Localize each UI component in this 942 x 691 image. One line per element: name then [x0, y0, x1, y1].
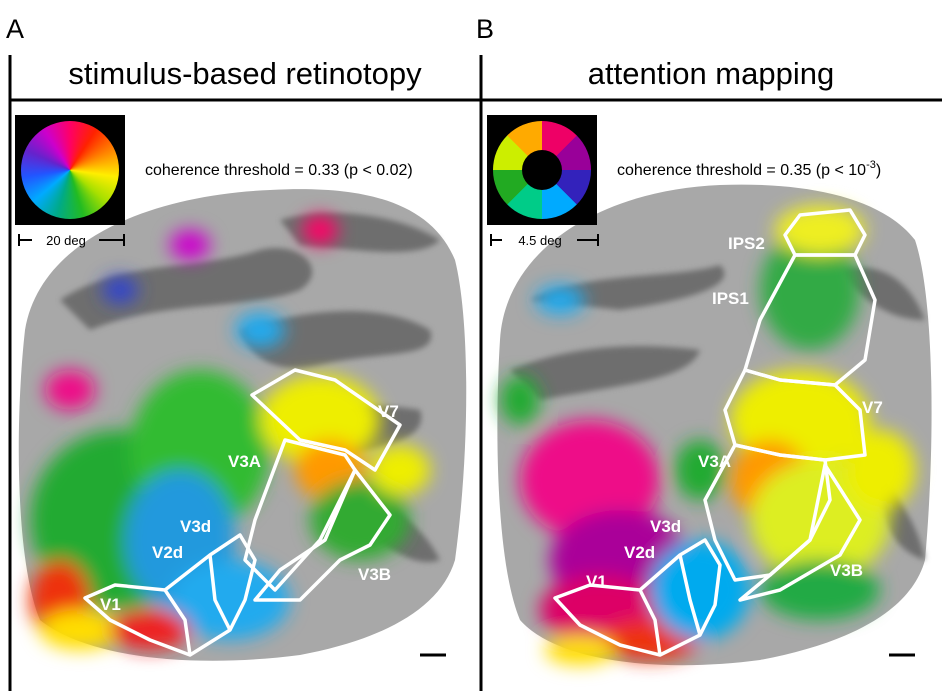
threshold-end: ) — [876, 162, 881, 179]
threshold-text: coherence threshold = 0.35 (p < 10 — [617, 162, 866, 179]
region-label: V3A — [228, 452, 261, 471]
panel-letter: A — [6, 14, 24, 44]
flatmap-a — [18, 189, 467, 661]
color-wheel — [487, 115, 597, 225]
region-labels: V7 V3A V3d V2d V1 V3B IPS2 IPS1 V7 V3A V3d V2d V1 V3B — [100, 234, 883, 614]
region-label: V7 — [862, 398, 883, 417]
threshold: coherence threshold = 0.33 (p < 0.02) — [145, 162, 413, 179]
region-label: V7 — [378, 402, 399, 421]
flatmap-b — [497, 184, 932, 666]
threshold: coherence threshold = 0.35 (p < 10-3) — [617, 159, 881, 179]
panel-title: attention mapping — [588, 56, 834, 91]
region-label: V3d — [650, 517, 681, 536]
panel-title: stimulus-based retinotopy — [68, 56, 422, 91]
region-label: V3B — [830, 561, 863, 580]
region-label: V3B — [358, 565, 391, 584]
region-label: V2d — [152, 543, 183, 562]
region-label: V3d — [180, 517, 211, 536]
threshold-exponent: -3 — [866, 159, 876, 171]
region-label: V3A — [698, 452, 731, 471]
scale-label: 20 deg — [46, 233, 86, 248]
region-label: V2d — [624, 543, 655, 562]
region-label: IPS1 — [712, 289, 749, 308]
scale-label: 4.5 deg — [518, 233, 561, 248]
region-label: V1 — [586, 572, 607, 591]
panel-letter: B — [476, 14, 494, 44]
region-label: IPS2 — [728, 234, 765, 253]
region-label: V1 — [100, 595, 121, 614]
color-wheel — [15, 115, 125, 225]
